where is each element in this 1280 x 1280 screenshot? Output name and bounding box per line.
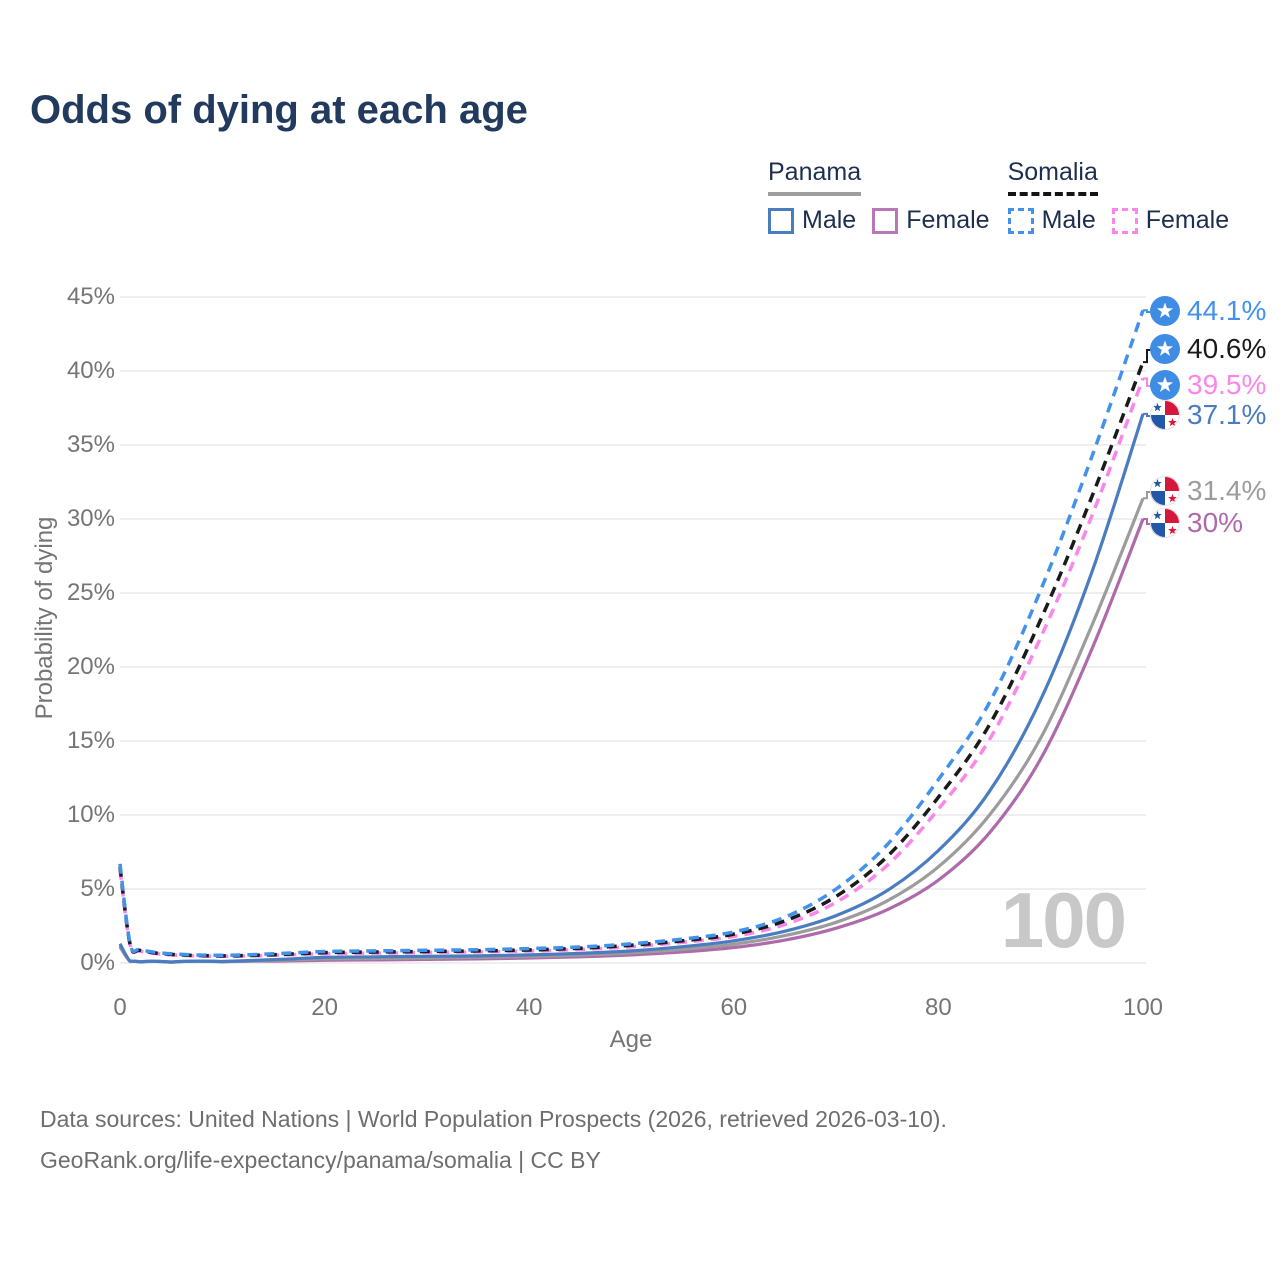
- panama-male-label[interactable]: Male: [802, 206, 857, 234]
- somalia-flag-icon: [1150, 370, 1180, 400]
- end-label-value: 31.4%: [1187, 475, 1267, 506]
- y-tick-label: 35%: [66, 431, 115, 458]
- x-tick-label: 60: [720, 994, 748, 1021]
- legend-group-panama: Panama Male Female: [768, 158, 990, 235]
- legend-items-panama: Male Female: [768, 206, 990, 235]
- legend: Panama Male Female Somalia Male Female: [768, 158, 1229, 235]
- x-tick-label: 40: [515, 994, 543, 1021]
- series-line-somalia-both: [118, 361, 1145, 958]
- series-line-somalia-female: [118, 377, 1145, 959]
- legend-country-panama: Panama: [768, 158, 862, 196]
- series-line-somalia-male: [118, 309, 1145, 958]
- end-label-panama-female: 30%: [1150, 507, 1243, 539]
- panama-female-label[interactable]: Female: [906, 206, 990, 234]
- panama-male-checkbox[interactable]: [768, 207, 794, 234]
- somalia-female-checkbox[interactable]: [1111, 207, 1138, 234]
- legend-items-somalia: Male Female: [1007, 206, 1230, 235]
- y-axis-title: Probability of dying: [31, 516, 58, 720]
- y-tick-label: 40%: [66, 357, 115, 384]
- legend-group-somalia: Somalia Male Female: [1007, 158, 1230, 235]
- end-label-value: 39.5%: [1187, 369, 1267, 400]
- panama-female-checkbox[interactable]: [872, 207, 899, 234]
- end-label-value: 40.6%: [1187, 333, 1267, 364]
- end-label-value: 30%: [1187, 507, 1244, 538]
- y-tick-label: 25%: [66, 579, 115, 606]
- footer-link: GeoRank.org/life-expectancy/panama/somal…: [40, 1147, 601, 1173]
- end-label-value: 44.1%: [1187, 295, 1267, 326]
- y-tick-label: 10%: [66, 801, 115, 828]
- page-title: Odds of dying at each age: [30, 88, 528, 132]
- end-label-somalia-female: 39.5%: [1150, 369, 1266, 401]
- end-label-panama-both: 31.4%: [1150, 475, 1266, 507]
- legend-country-somalia: Somalia: [1007, 158, 1098, 196]
- y-tick-label: 20%: [66, 653, 115, 680]
- end-label-value: 37.1%: [1187, 399, 1267, 430]
- somalia-male-label[interactable]: Male: [1041, 206, 1096, 234]
- panama-flag-icon: [1150, 400, 1180, 430]
- somalia-flag-icon: [1150, 296, 1180, 326]
- somalia-female-label[interactable]: Female: [1145, 206, 1230, 234]
- x-tick-label: 0: [113, 994, 127, 1021]
- footer-source: Data sources: United Nations | World Pop…: [40, 1106, 947, 1132]
- y-tick-label: 15%: [66, 727, 115, 754]
- somalia-male-checkbox[interactable]: [1007, 207, 1034, 234]
- x-tick-label: 20: [311, 994, 338, 1021]
- x-tick-label: 80: [925, 994, 952, 1021]
- x-axis-title: Age: [609, 1026, 653, 1053]
- y-tick-label: 0%: [80, 949, 115, 976]
- y-tick-label: 45%: [66, 283, 115, 310]
- somalia-flag-icon: [1150, 334, 1180, 364]
- end-label-somalia-male: 44.1%: [1150, 295, 1266, 327]
- panama-flag-icon: [1150, 508, 1180, 538]
- panama-flag-icon: [1150, 476, 1180, 506]
- age-watermark: 100: [1000, 876, 1127, 964]
- y-tick-label: 5%: [80, 875, 115, 902]
- x-tick-label: 100: [1122, 994, 1164, 1021]
- series-line-panama-male: [118, 413, 1145, 964]
- end-label-panama-male: 37.1%: [1150, 399, 1266, 431]
- end-label-somalia-both: 40.6%: [1150, 333, 1266, 365]
- y-tick-label: 30%: [66, 505, 115, 532]
